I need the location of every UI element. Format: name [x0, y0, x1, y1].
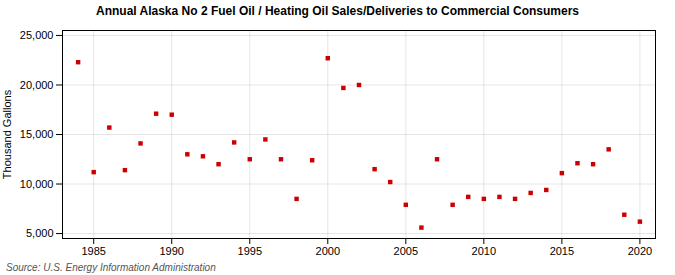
svg-text:1995: 1995 [238, 245, 262, 257]
html-text:Source: U.S. Energy Informatio: Source: U.S. Energy Information Administ… [6, 262, 216, 273]
svg-text:2020: 2020 [628, 245, 652, 257]
svg-text:5,000: 5,000 [26, 227, 54, 239]
svg-text:1990: 1990 [159, 245, 183, 257]
svg-text:Thousand Gallons: Thousand Gallons [1, 89, 13, 179]
svg-text:1985: 1985 [81, 245, 105, 257]
svg-text:15,000: 15,000 [20, 128, 54, 140]
svg-text:25,000: 25,000 [20, 29, 54, 41]
svg-text:2015: 2015 [550, 245, 574, 257]
svg-text:2000: 2000 [316, 245, 340, 257]
svg-text:2005: 2005 [394, 245, 418, 257]
svg-text:10,000: 10,000 [20, 178, 54, 190]
svg-text:2010: 2010 [472, 245, 496, 257]
html-text:Annual Alaska No 2 Fuel Oil /: Annual Alaska No 2 Fuel Oil / Heating Oi… [96, 4, 579, 18]
svg-text:20,000: 20,000 [20, 78, 54, 90]
